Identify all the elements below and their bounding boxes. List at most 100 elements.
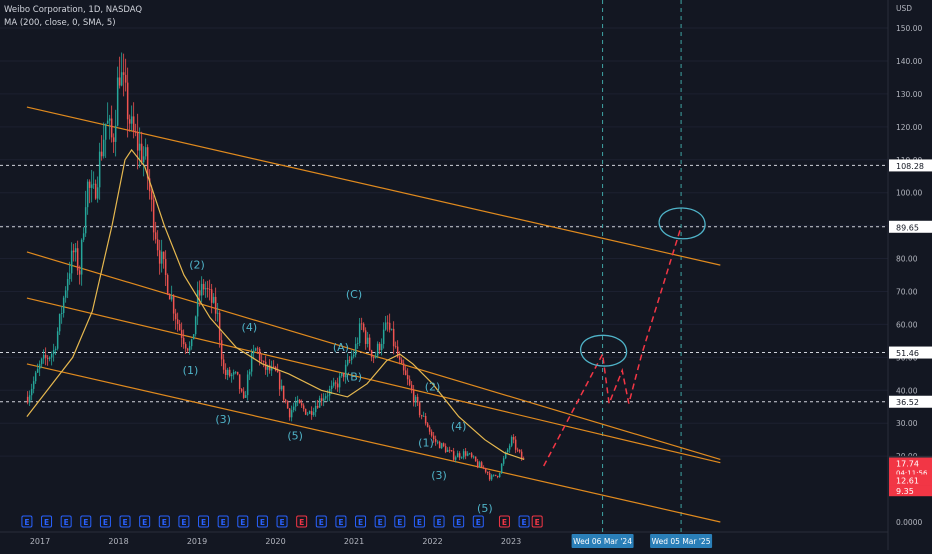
target-circles[interactable]: [579, 207, 706, 367]
candle: [484, 467, 487, 474]
price-tick-label: 40.00: [896, 386, 918, 395]
projection[interactable]: [543, 226, 682, 467]
earnings-marker[interactable]: [139, 515, 151, 528]
candle: [214, 287, 217, 322]
indicator-title[interactable]: MA (200, close, 0, SMA, 5): [4, 18, 116, 28]
price-tick-label: 60.00: [896, 320, 918, 329]
earnings-marker[interactable]: [41, 515, 53, 528]
target-circle[interactable]: [579, 334, 628, 367]
earnings-marker-label: E: [397, 518, 402, 527]
earnings-marker[interactable]: [217, 515, 229, 528]
level-tag-label: 89.65: [896, 223, 919, 232]
level-tag: [889, 395, 932, 408]
earnings-marker[interactable]: [119, 515, 131, 528]
time-tick-label: 2017: [30, 537, 50, 546]
earnings-marker[interactable]: [394, 515, 406, 528]
earnings-marker[interactable]: [472, 515, 484, 528]
earnings-marker[interactable]: [355, 515, 367, 528]
symbol-title[interactable]: Weibo Corporation, 1D, NASDAQ: [4, 5, 143, 15]
candle: [342, 372, 345, 382]
earnings-marker[interactable]: [99, 515, 111, 528]
earnings-marker[interactable]: [296, 515, 308, 528]
price-tag: [889, 485, 932, 497]
date-lines[interactable]: [602, 0, 682, 532]
candle: [250, 348, 253, 377]
candle: [70, 242, 73, 282]
candle: [498, 472, 501, 478]
horizontal-levels[interactable]: [0, 164, 888, 403]
candle: [316, 399, 319, 409]
candle: [242, 387, 245, 399]
candle: [94, 179, 97, 200]
earnings-marker[interactable]: [198, 515, 210, 528]
price-tag: [889, 474, 932, 486]
projection-line[interactable]: [543, 226, 682, 467]
candle: [192, 334, 195, 340]
candle: [322, 393, 325, 407]
candle: [34, 370, 37, 384]
candle: [204, 281, 207, 298]
candle: [282, 385, 285, 403]
earnings-marker[interactable]: [453, 515, 465, 528]
candle: [356, 337, 359, 349]
earnings-marker[interactable]: [374, 515, 386, 528]
wave-label: (1): [418, 436, 434, 449]
candle: [140, 131, 143, 165]
candle: [434, 435, 437, 446]
candle: [424, 412, 427, 426]
candle: [190, 338, 193, 350]
candle: [382, 322, 385, 349]
earnings-marker[interactable]: [413, 515, 425, 528]
candle: [66, 272, 69, 299]
earnings-marker[interactable]: [237, 515, 249, 528]
channel-line[interactable]: [26, 251, 721, 461]
candle: [64, 286, 67, 303]
candle: [126, 67, 129, 138]
candle: [216, 303, 219, 322]
candle: [166, 273, 169, 296]
candle: [294, 396, 297, 412]
earnings-marker-label: E: [535, 518, 540, 527]
moving-average: [26, 148, 525, 460]
channel-line[interactable]: [26, 106, 721, 266]
channel-line[interactable]: [26, 363, 721, 523]
candle: [106, 102, 109, 125]
candle: [412, 385, 415, 407]
candle: [232, 369, 235, 380]
earnings-marker[interactable]: [335, 515, 347, 528]
candle: [500, 463, 503, 474]
candle: [446, 447, 449, 453]
earnings-marker[interactable]: [60, 515, 72, 528]
chart-legend[interactable]: Weibo Corporation, 1D, NASDAQ MA (200, c…: [4, 4, 142, 30]
earnings-marker-label: E: [260, 518, 265, 527]
earnings-marker[interactable]: [21, 515, 33, 528]
earnings-marker[interactable]: [433, 515, 445, 528]
time-axis[interactable]: 2017 2018 2019 2020 2021 2022 2023: [30, 537, 521, 546]
earnings-marker[interactable]: [178, 515, 190, 528]
earnings-marker[interactable]: [531, 515, 543, 528]
earnings-marker[interactable]: [498, 515, 510, 528]
channel-line[interactable]: [26, 297, 721, 464]
candle: [134, 123, 137, 137]
candle: [332, 377, 335, 388]
target-circle[interactable]: [658, 207, 706, 240]
earnings-marker[interactable]: [518, 515, 530, 528]
candle: [354, 337, 357, 358]
earnings-marker[interactable]: [158, 515, 170, 528]
earnings-marker[interactable]: [256, 515, 268, 528]
candle: [420, 414, 423, 420]
candle: [456, 450, 459, 458]
candle: [170, 285, 173, 302]
candle: [154, 221, 157, 244]
candle: [308, 410, 311, 415]
earnings-marker[interactable]: [276, 515, 288, 528]
candle: [450, 449, 453, 452]
price-tag-label: 17.74: [896, 460, 919, 469]
candle: [208, 279, 211, 301]
earnings-marker[interactable]: [80, 515, 92, 528]
candle: [146, 144, 149, 190]
channel-lines[interactable]: [26, 106, 721, 523]
earnings-marker[interactable]: [315, 515, 327, 528]
